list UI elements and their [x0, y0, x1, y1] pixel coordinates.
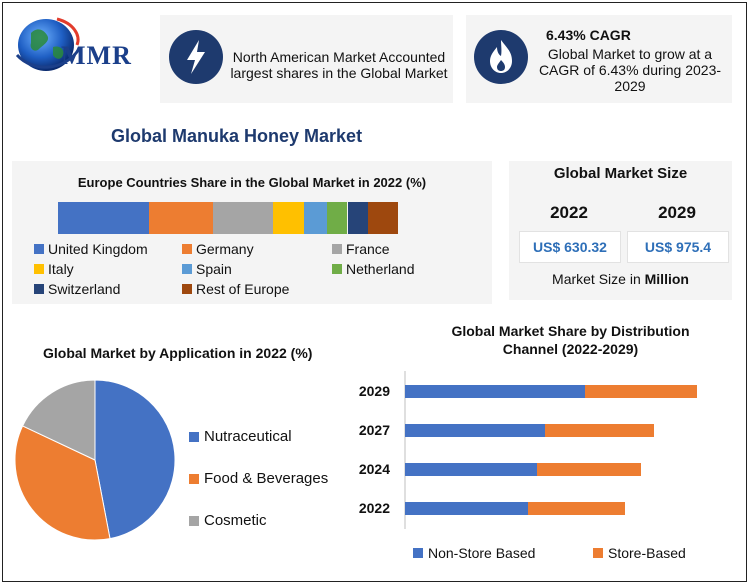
market-size-value-2029: US$ 975.4 — [627, 231, 729, 263]
legend-label: Germany — [196, 241, 254, 257]
distribution-legend-item-non-store-based: Non-Store Based — [413, 544, 535, 562]
europe-bar-segment-rest-of-europe — [367, 202, 398, 234]
legend-swatch — [182, 264, 192, 274]
legend-label: Cosmetic — [204, 512, 267, 529]
distribution-bar-2024-store-based — [537, 463, 641, 476]
highlight-card-north-america: North American Market Accounted largest … — [160, 15, 453, 103]
legend-swatch — [413, 548, 423, 558]
legend-swatch — [593, 548, 603, 558]
application-legend-item-food-beverages: Food & Beverages — [189, 470, 328, 488]
distribution-category-label-2022: 2022 — [359, 500, 390, 516]
distribution-bar-chart: 2029 2027 2024 2022 — [359, 371, 697, 529]
application-legend: Nutraceutical Food & Beverages Cosmetic — [189, 428, 349, 538]
distribution-bar-2022-store-based — [528, 502, 625, 515]
application-pie-chart — [14, 379, 176, 541]
application-legend-item-cosmetic: Cosmetic — [189, 512, 267, 530]
legend-swatch — [34, 284, 44, 294]
distribution-legend-item-store-based: Store-Based — [593, 544, 686, 562]
distribution-bar-2027-non-store-based — [405, 424, 545, 437]
pie-slice-food-beverages — [14, 425, 111, 541]
cagr-title: 6.43% CAGR — [546, 27, 631, 43]
legend-swatch — [34, 244, 44, 254]
distribution-bar-2027-store-based — [545, 424, 654, 437]
pie-slice-nutraceutical — [94, 379, 176, 540]
distribution-bar-2029-store-based — [585, 385, 697, 398]
cagr-text: Global Market to grow at a CAGR of 6.43%… — [538, 46, 722, 94]
legend-swatch — [189, 432, 199, 442]
brand-logo: MMR — [13, 13, 163, 83]
north-america-text: North American Market Accounted largest … — [230, 49, 448, 81]
legend-label: Netherland — [346, 261, 415, 277]
europe-legend: United Kingdom Germany France Italy Spain Net… — [34, 240, 484, 302]
europe-stacked-bar — [58, 202, 398, 234]
europe-legend-item-france: France — [332, 240, 390, 258]
market-size-unit: Market Size in Million — [509, 271, 732, 287]
legend-label: Non-Store Based — [428, 545, 536, 561]
legend-label: United Kingdom — [48, 241, 148, 257]
europe-bar-segment-netherland — [327, 202, 348, 234]
europe-bar-segment-switzerland — [347, 202, 368, 234]
legend-label: Food & Beverages — [204, 470, 329, 487]
legend-swatch — [189, 474, 199, 484]
legend-label: Spain — [196, 261, 232, 277]
distribution-category-label-2027: 2027 — [359, 422, 390, 438]
market-size-unit-bold: Million — [644, 271, 689, 287]
distribution-bar-2024-non-store-based — [405, 463, 537, 476]
page-title: Global Manuka Honey Market — [111, 126, 363, 146]
market-size-value-2022: US$ 630.32 — [519, 231, 621, 263]
legend-swatch — [189, 516, 199, 526]
europe-legend-item-germany: Germany — [182, 240, 254, 258]
distribution-legend: Non-Store Based Store-Based — [413, 544, 733, 564]
legend-swatch — [332, 264, 342, 274]
legend-swatch — [34, 264, 44, 274]
flame-icon — [490, 40, 512, 73]
market-size-title: Global Market Size — [553, 165, 688, 182]
europe-bar-segment-italy — [273, 202, 304, 234]
europe-legend-item-switzerland: Switzerland — [34, 280, 120, 298]
market-size-year-2029: 2029 — [658, 203, 696, 222]
lightning-icon-bg — [169, 30, 223, 84]
distribution-category-label-2029: 2029 — [359, 383, 390, 399]
distribution-category-label-2024: 2024 — [359, 461, 390, 477]
europe-legend-item-spain: Spain — [182, 260, 232, 278]
legend-label: Nutraceutical — [204, 428, 292, 445]
distribution-bar-2029-non-store-based — [405, 385, 585, 398]
europe-chart-title: Europe Countries Share in the Global Mar… — [77, 175, 427, 190]
brand-name: MMR — [61, 41, 132, 70]
application-legend-item-nutraceutical: Nutraceutical — [189, 428, 292, 446]
legend-label: Store-Based — [608, 545, 686, 561]
europe-legend-item-italy: Italy — [34, 260, 74, 278]
europe-bar-segment-united-kingdom — [58, 202, 149, 234]
lightning-icon — [187, 40, 205, 74]
europe-bar-segment-spain — [303, 202, 328, 234]
distribution-bar-2022-non-store-based — [405, 502, 528, 515]
globe-icon — [15, 17, 81, 71]
market-size-year-2022: 2022 — [550, 203, 588, 222]
legend-swatch — [182, 244, 192, 254]
legend-label: Rest of Europe — [196, 281, 290, 297]
legend-label: Italy — [48, 261, 74, 277]
pie-slice-cosmetic — [21, 379, 96, 461]
legend-label: Switzerland — [48, 281, 121, 297]
europe-bar-segment-france — [212, 202, 274, 234]
market-size-unit-prefix: Market Size in — [552, 271, 645, 287]
highlight-card-cagr: 6.43% CAGR Global Market to grow at a CA… — [466, 15, 732, 103]
europe-share-panel: Europe Countries Share in the Global Mar… — [12, 161, 492, 304]
flame-icon-bg — [474, 30, 528, 84]
europe-legend-item-rest-of-europe: Rest of Europe — [182, 280, 289, 298]
distribution-chart-title: Global Market Share by Distribution Chan… — [451, 323, 690, 357]
market-size-panel: Global Market Size 2022 2029 US$ 630.32 … — [509, 161, 732, 300]
europe-bar-segment-germany — [148, 202, 213, 234]
legend-swatch — [182, 284, 192, 294]
application-chart-title: Global Market by Application in 2022 (%) — [43, 345, 313, 361]
europe-legend-item-netherland: Netherland — [332, 260, 415, 278]
legend-label: France — [346, 241, 390, 257]
europe-legend-item-united-kingdom: United Kingdom — [34, 240, 148, 258]
legend-swatch — [332, 244, 342, 254]
